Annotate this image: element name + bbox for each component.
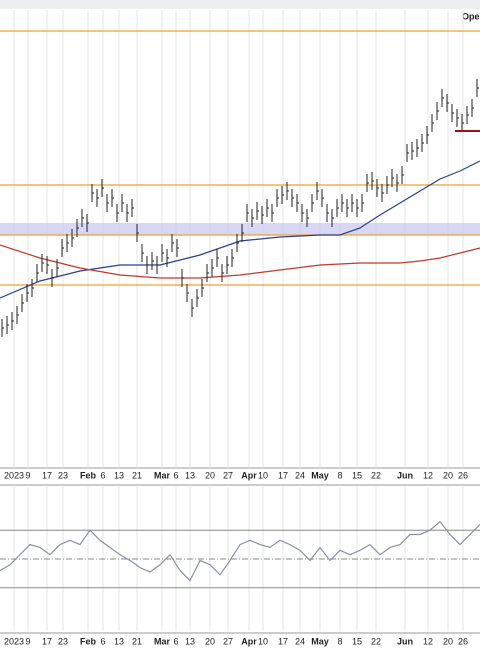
x-tick-label: Mar (154, 470, 171, 480)
x-tick-label: 23 (58, 470, 68, 480)
x-tick-label: 17 (42, 636, 52, 646)
x-tick-label: Jun (397, 636, 413, 646)
x-tick-label: 10 (258, 470, 268, 480)
x-tick-label: 13 (185, 470, 195, 480)
x-tick-label: 26 (458, 470, 468, 480)
x-tick-label: 9 (25, 636, 30, 646)
x-tick-label: 20 (443, 636, 453, 646)
x-tick-label: 22 (371, 470, 381, 480)
x-tick-label: 2023 (4, 636, 24, 646)
x-tick-label: 6 (100, 636, 105, 646)
x-tick-label: 20 (443, 470, 453, 480)
moving-average (0, 244, 480, 279)
x-tick-label: 10 (258, 636, 268, 646)
x-tick-label: 17 (42, 470, 52, 480)
moving-average (0, 160, 480, 299)
x-tick-label: 13 (114, 636, 124, 646)
x-tick-label: 6 (173, 636, 178, 646)
band (0, 223, 480, 235)
corner-text: Ope (462, 11, 480, 21)
x-tick-label: May (311, 636, 329, 646)
x-tick-label: 6 (100, 470, 105, 480)
x-tick-label: 22 (371, 636, 381, 646)
x-tick-label: Apr (241, 470, 257, 480)
x-tick-label: 6 (173, 470, 178, 480)
x-tick-label: 24 (295, 470, 305, 480)
x-tick-label: Jun (397, 470, 413, 480)
x-tick-label: 2023 (4, 470, 24, 480)
x-tick-label: 9 (25, 470, 30, 480)
header-strip (0, 0, 480, 9)
x-tick-label: Feb (80, 636, 97, 646)
x-tick-label: 13 (185, 636, 195, 646)
x-tick-label: 24 (295, 636, 305, 646)
x-tick-label: Mar (154, 636, 171, 646)
x-tick-label: 17 (278, 636, 288, 646)
x-tick-label: 26 (458, 636, 468, 646)
x-tick-label: 21 (132, 470, 142, 480)
x-tick-label: 17 (278, 470, 288, 480)
x-tick-label: May (311, 470, 329, 480)
x-tick-label: 13 (114, 470, 124, 480)
rsi-line (0, 520, 480, 582)
x-tick-label: 20 (205, 636, 215, 646)
x-tick-label: 8 (337, 470, 342, 480)
x-tick-label: 12 (423, 636, 433, 646)
x-tick-label: 12 (423, 470, 433, 480)
x-tick-label: 23 (58, 636, 68, 646)
x-tick-label: Apr (241, 636, 257, 646)
x-tick-label: 27 (223, 470, 233, 480)
x-tick-label: 15 (352, 470, 362, 480)
x-tick-label: 20 (205, 470, 215, 480)
x-tick-label: 8 (337, 636, 342, 646)
x-tick-label: 21 (132, 636, 142, 646)
x-tick-label: Feb (80, 470, 97, 480)
x-tick-label: 15 (352, 636, 362, 646)
x-tick-label: 27 (223, 636, 233, 646)
